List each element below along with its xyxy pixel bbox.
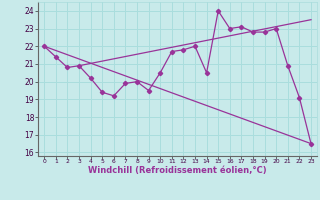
X-axis label: Windchill (Refroidissement éolien,°C): Windchill (Refroidissement éolien,°C) — [88, 166, 267, 175]
